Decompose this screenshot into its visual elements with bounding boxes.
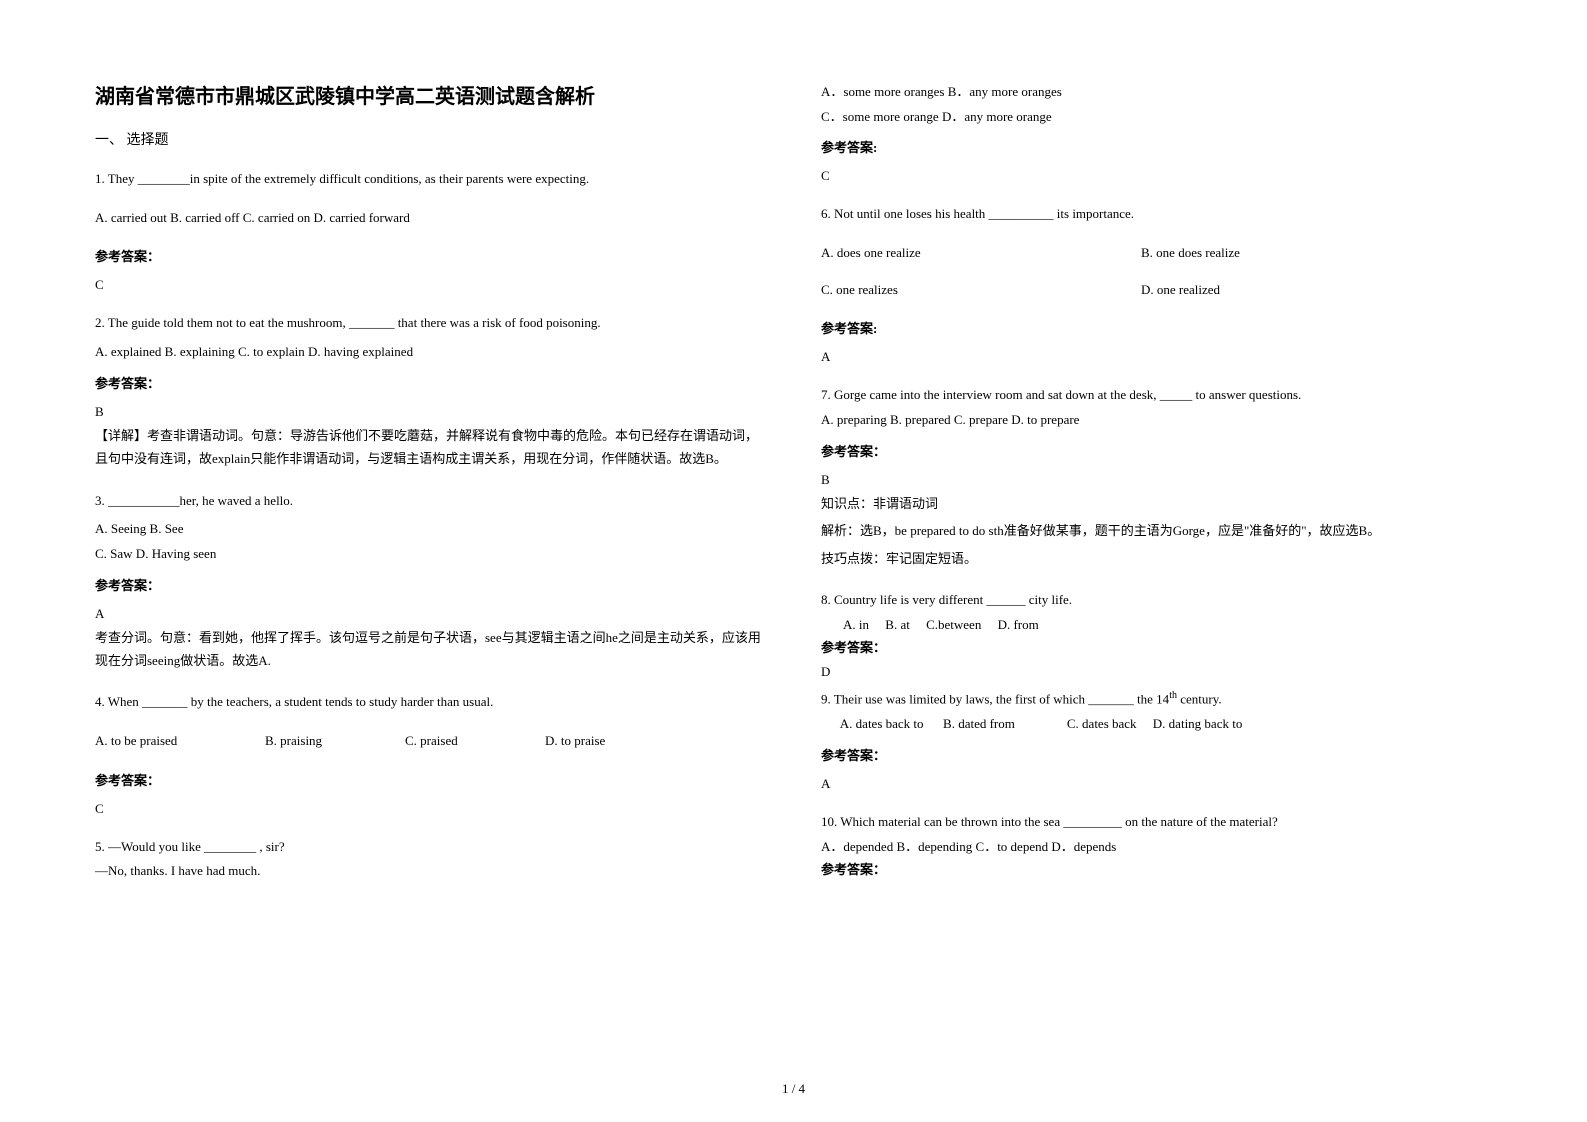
question-1-answer-label: 参考答案：: [95, 246, 766, 265]
question-5-text2: —No, thanks. I have had much.: [95, 859, 766, 884]
question-10-answer-label: 参考答案：: [821, 859, 1492, 878]
question-3-answer-label: 参考答案：: [95, 575, 766, 594]
question-5-answer-label: 参考答案:: [821, 137, 1492, 156]
question-9-text: 9. Their use was limited by laws, the fi…: [821, 686, 1492, 712]
question-6-options-row1: A. does one realize B. one does realize: [821, 241, 1492, 266]
question-7-answer: B: [821, 472, 1492, 488]
left-column: 湖南省常德市市鼎城区武陵镇中学高二英语测试题含解析 一、 选择题 1. They…: [95, 80, 766, 1052]
question-2-answer-label: 参考答案：: [95, 373, 766, 392]
question-9-answer-label: 参考答案：: [821, 745, 1492, 764]
question-4-answer: C: [95, 801, 766, 817]
question-2-text: 2. The guide told them not to eat the mu…: [95, 311, 766, 336]
question-8-answer: D: [821, 664, 1492, 680]
question-6-opt-d: D. one realized: [1141, 278, 1220, 303]
question-3-explanation: 考查分词。句意：看到她，他挥了挥手。该句逗号之前是句子状语，see与其逻辑主语之…: [95, 626, 766, 673]
question-4-answer-label: 参考答案：: [95, 770, 766, 789]
question-2-answer: B: [95, 404, 766, 420]
question-2: 2. The guide told them not to eat the mu…: [95, 311, 766, 470]
question-6-answer: A: [821, 349, 1492, 365]
question-4-text: 4. When _______ by the teachers, a stude…: [95, 690, 766, 715]
question-6-options-row2: C. one realizes D. one realized: [821, 278, 1492, 303]
question-5-options-a: A．some more oranges B．any more oranges: [821, 80, 1492, 105]
question-1-text: 1. They ________in spite of the extremel…: [95, 167, 766, 192]
question-10-text: 10. Which material can be thrown into th…: [821, 810, 1492, 835]
question-10-options: A．depended B．depending C．to depend D．dep…: [821, 835, 1492, 860]
question-3-options-b: C. Saw D. Having seen: [95, 542, 766, 567]
question-6-answer-label: 参考答案:: [821, 318, 1492, 337]
question-9-options: A. dates back to B. dated from C. dates …: [821, 712, 1492, 737]
question-4-opt-c: C. praised: [405, 729, 545, 754]
question-6: 6. Not until one loses his health ______…: [821, 202, 1492, 365]
question-8-answer-label: 参考答案：: [821, 637, 1492, 656]
question-2-explanation: 【详解】考查非谓语动词。句意：导游告诉他们不要吃蘑菇，并解释说有食物中毒的危险。…: [95, 424, 766, 471]
question-9-answer: A: [821, 776, 1492, 792]
question-5-start: 5. —Would you like ________ , sir? —No, …: [95, 835, 766, 884]
question-5-answer: C: [821, 168, 1492, 184]
question-3-options-a: A. Seeing B. See: [95, 517, 766, 542]
right-column: A．some more oranges B．any more oranges C…: [821, 80, 1492, 1052]
question-7-explanation-2: 解析：选B，be prepared to do sth准备好做某事，题干的主语为…: [821, 519, 1492, 542]
question-4: 4. When _______ by the teachers, a stude…: [95, 690, 766, 816]
question-9-text-sup: th: [1169, 690, 1177, 701]
question-7-answer-label: 参考答案：: [821, 441, 1492, 460]
question-6-opt-b: B. one does realize: [1141, 241, 1240, 266]
question-5-continued: A．some more oranges B．any more oranges C…: [821, 80, 1492, 184]
question-3: 3. ___________her, he waved a hello. A. …: [95, 489, 766, 673]
question-8-text: 8. Country life is very different ______…: [821, 588, 1492, 613]
question-7-text: 7. Gorge came into the interview room an…: [821, 383, 1492, 408]
page-number: 1 / 4: [782, 1081, 805, 1097]
question-6-opt-c: C. one realizes: [821, 278, 1141, 303]
question-5-options-b: C．some more orange D．any more orange: [821, 105, 1492, 130]
question-4-opt-b: B. praising: [265, 729, 405, 754]
question-9-text-post: century.: [1177, 692, 1222, 707]
question-7: 7. Gorge came into the interview room an…: [821, 383, 1492, 570]
section-header: 一、 选择题: [95, 129, 766, 149]
question-2-options: A. explained B. explaining C. to explain…: [95, 340, 766, 365]
question-6-opt-a: A. does one realize: [821, 241, 1141, 266]
question-9: 9. Their use was limited by laws, the fi…: [821, 686, 1492, 792]
question-7-options: A. preparing B. prepared C. prepare D. t…: [821, 408, 1492, 433]
document-title: 湖南省常德市市鼎城区武陵镇中学高二英语测试题含解析: [95, 80, 766, 109]
question-6-text: 6. Not until one loses his health ______…: [821, 202, 1492, 227]
page-container: 湖南省常德市市鼎城区武陵镇中学高二英语测试题含解析 一、 选择题 1. They…: [95, 80, 1492, 1052]
question-10: 10. Which material can be thrown into th…: [821, 810, 1492, 878]
question-8: 8. Country life is very different ______…: [821, 588, 1492, 680]
question-7-explanation-3: 技巧点拨：牢记固定短语。: [821, 547, 1492, 570]
question-7-explanation-1: 知识点：非谓语动词: [821, 492, 1492, 515]
question-8-options: A. in B. at C.between D. from: [821, 613, 1492, 638]
question-1: 1. They ________in spite of the extremel…: [95, 167, 766, 293]
question-4-options: A. to be praised B. praising C. praised …: [95, 729, 766, 754]
question-3-text: 3. ___________her, he waved a hello.: [95, 489, 766, 514]
question-9-text-pre: 9. Their use was limited by laws, the fi…: [821, 692, 1169, 707]
question-4-opt-d: D. to praise: [545, 729, 605, 754]
question-1-answer: C: [95, 277, 766, 293]
question-3-answer: A: [95, 606, 766, 622]
question-4-opt-a: A. to be praised: [95, 729, 265, 754]
question-5-text1: 5. —Would you like ________ , sir?: [95, 835, 766, 860]
question-1-options: A. carried out B. carried off C. carried…: [95, 206, 766, 231]
